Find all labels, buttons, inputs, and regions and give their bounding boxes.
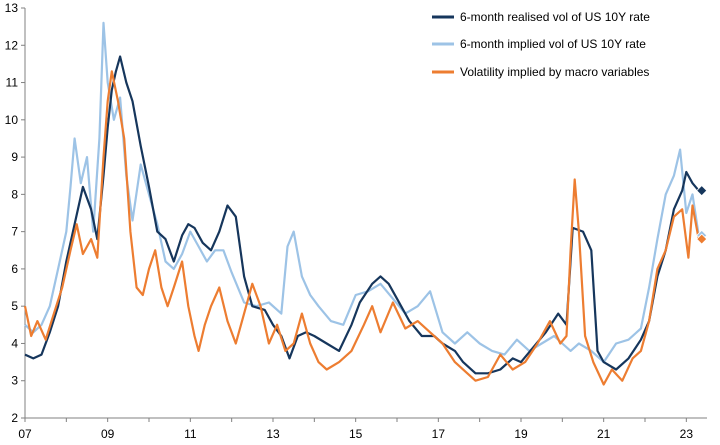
y-tick-label: 4 [11,336,18,350]
series-line-0 [24,55,700,375]
x-tick-label: 21 [597,427,611,441]
x-tick-label: 19 [514,427,528,441]
y-tick-label: 3 [11,374,18,388]
series-end-marker-0 [696,185,708,197]
y-tick-label: 6 [11,262,18,276]
legend-label-implied: 6-month implied vol of US 10Y rate [460,37,646,51]
x-tick-label: 17 [432,427,446,441]
x-tick-label: 09 [101,427,115,441]
y-tick-label: 2 [11,411,18,425]
x-tick-label: 11 [184,427,197,441]
x-tick-label: 23 [680,427,694,441]
y-tick-label: 5 [11,299,18,313]
y-tick-label: 7 [11,225,18,239]
legend-label-macro: Volatility implied by macro variables [460,65,649,79]
chart-end-markers [696,185,708,245]
chart-series-group [23,21,700,386]
y-tick-label: 11 [6,76,19,90]
x-tick-label: 15 [349,427,363,441]
x-tick-label: 13 [266,427,280,441]
y-tick-label: 12 [5,38,19,52]
chart-legend: 6-month realised vol of US 10Y rate 6-mo… [432,10,650,79]
y-tick-label: 10 [5,113,19,127]
y-tick-label: 13 [5,1,19,15]
series-line-2 [23,70,700,386]
series-end-marker-2 [696,233,708,245]
y-tick-label: 8 [11,187,18,201]
x-tick-label: 07 [18,427,32,441]
legend-label-realised: 6-month realised vol of US 10Y rate [460,10,650,24]
y-tick-label: 9 [11,150,18,164]
